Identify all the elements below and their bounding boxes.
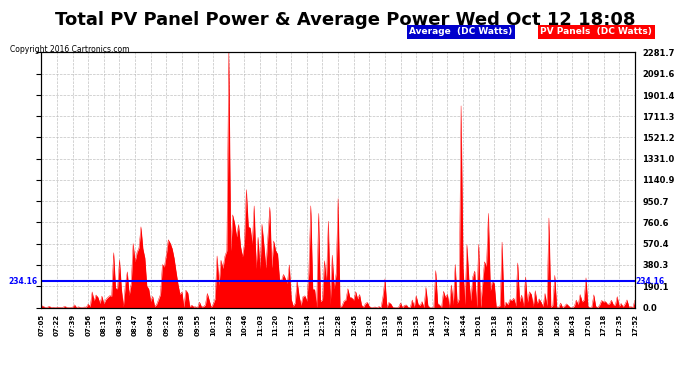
Text: 234.16: 234.16 xyxy=(9,277,38,286)
Text: 234.16: 234.16 xyxy=(635,277,664,286)
Text: Copyright 2016 Cartronics.com: Copyright 2016 Cartronics.com xyxy=(10,45,130,54)
Text: PV Panels  (DC Watts): PV Panels (DC Watts) xyxy=(540,27,652,36)
Text: Average  (DC Watts): Average (DC Watts) xyxy=(409,27,513,36)
Text: Total PV Panel Power & Average Power Wed Oct 12 18:08: Total PV Panel Power & Average Power Wed… xyxy=(55,11,635,29)
